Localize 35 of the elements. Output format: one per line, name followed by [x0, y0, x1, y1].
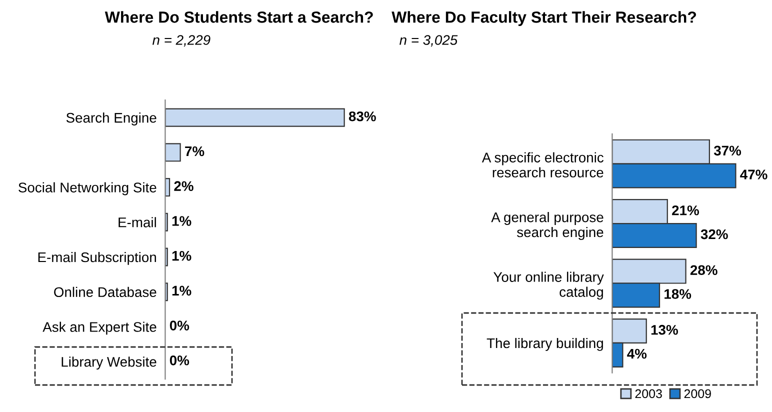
data-label: 7% [185, 146, 204, 156]
data-label: 1% [172, 286, 192, 296]
bar [165, 143, 181, 162]
text: n = 3,025 [400, 35, 458, 47]
data-label: 0% [170, 356, 190, 366]
y-tick-label: Social Networking Site [18, 182, 156, 196]
data-label: 47% [740, 170, 768, 180]
data-label: 0% [170, 320, 190, 330]
legend-label: 2009 [684, 389, 711, 398]
data-label: 83% [348, 111, 376, 122]
data-label: 28% [690, 265, 718, 276]
data-label: 32% [700, 229, 728, 240]
chart-title: Where Do Students Start a Search? [104, 11, 373, 23]
data-label: 4% [627, 348, 647, 359]
y-tick-label: The library building [486, 338, 603, 351]
chart-title: Where Do Faculty Start Their Research? [392, 11, 696, 26]
data-label: 1% [172, 216, 192, 226]
data-label: 2% [174, 181, 194, 191]
bar [165, 108, 345, 127]
y-tick-label: Ask an Expert Site [42, 322, 156, 335]
y-tick-label: Search Engine [66, 112, 156, 126]
data-label: 37% [714, 146, 742, 156]
y-tick-label: E-mail [118, 217, 156, 228]
y-tick-label: Your online library catalog [494, 272, 604, 300]
y-tick-label: Library Website [62, 356, 156, 370]
y-tick-label: E-mail Subscription [38, 252, 156, 265]
chart-subtitle: n = 2,229 [152, 35, 210, 47]
legend-label: 2003 [635, 389, 662, 398]
data-label: 18% [664, 289, 692, 299]
data-label: 1% [172, 250, 192, 261]
y-tick-label: A general purpose search engine [491, 212, 604, 240]
y-tick-label: Online Database [54, 286, 156, 298]
data-label: 21% [672, 205, 699, 216]
y-tick-label: A specific electronic research resource [482, 152, 604, 178]
data-label: 13% [651, 324, 678, 335]
